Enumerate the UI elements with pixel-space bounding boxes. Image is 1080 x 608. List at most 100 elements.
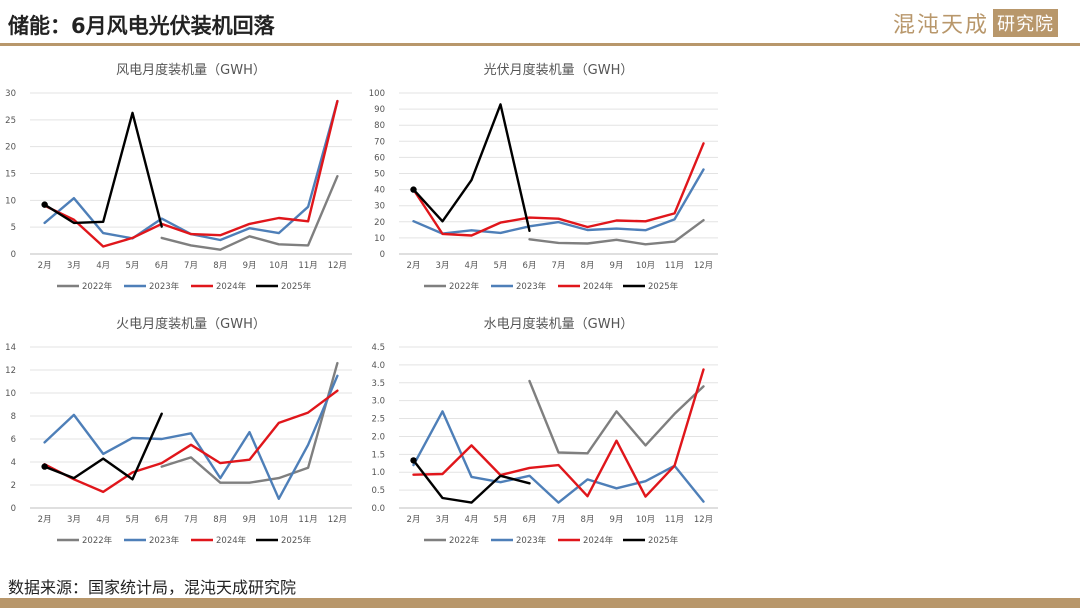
x-tick-label: 8月 xyxy=(213,261,227,271)
chart-0: 风电月度装机量（GWH） 0 5 10 15 20 25 30 2月 3月 4月 5月 6月 7月 8月 9月… xyxy=(5,62,352,292)
series-line-2022年 xyxy=(160,174,339,251)
series-line-2025年 xyxy=(43,412,163,481)
y-tick-label: 1.5 xyxy=(371,450,385,460)
y-tick-label: 15 xyxy=(5,170,16,180)
header-divider xyxy=(0,43,1080,46)
x-tick-label: 6月 xyxy=(155,261,169,271)
legend-label: 2023年 xyxy=(516,281,547,292)
x-tick-label: 3月 xyxy=(67,261,81,271)
y-tick-label: 0.5 xyxy=(371,486,385,496)
y-tick-label: 12 xyxy=(5,366,16,376)
y-tick-label: 0 xyxy=(380,250,385,260)
brand-box: 研究院 xyxy=(993,9,1058,37)
y-tick-label: 4.0 xyxy=(371,361,385,371)
legend-label: 2022年 xyxy=(449,281,480,292)
legend-label: 2025年 xyxy=(281,281,312,292)
legend-item: 2024年 xyxy=(191,535,247,546)
series-line-2024年 xyxy=(412,142,705,237)
x-tick-label: 2月 xyxy=(407,515,421,525)
legend-item: 2022年 xyxy=(57,281,113,292)
y-tick-label: 20 xyxy=(5,143,16,153)
y-tick-label: 10 xyxy=(5,196,16,206)
x-tick-label: 9月 xyxy=(243,515,257,525)
x-tick-label: 7月 xyxy=(184,515,198,525)
x-tick-label: 10月 xyxy=(636,261,655,271)
series-start-marker xyxy=(410,457,417,464)
x-tick-label: 11月 xyxy=(298,515,317,525)
chart-2: 火电月度装机量（GWH） 0 2 4 6 8 10 12 14 2月 3月 4月 5月 6月 7月 8月 9月 1… xyxy=(5,316,352,546)
header: 储能：6月风电光伏装机回落 混沌天成 研究院 xyxy=(0,0,1080,46)
legend-item: 2025年 xyxy=(623,281,679,292)
series-line-2023年 xyxy=(43,374,339,500)
y-tick-label: 10 xyxy=(5,389,16,399)
chart-1: 光伏月度装机量（GWH） 0 10 20 30 40 50 60 70 80 90 100 2月 3月 4月… xyxy=(369,62,718,292)
series-line-2024年 xyxy=(43,99,339,248)
x-tick-label: 4月 xyxy=(465,515,479,525)
x-tick-label: 11月 xyxy=(665,261,684,271)
x-tick-label: 11月 xyxy=(298,261,317,271)
legend-label: 2022年 xyxy=(82,535,113,546)
x-tick-label: 9月 xyxy=(610,261,624,271)
x-tick-label: 4月 xyxy=(96,261,110,271)
x-tick-label: 10月 xyxy=(269,261,288,271)
legend-item: 2023年 xyxy=(491,281,547,292)
x-tick-label: 5月 xyxy=(494,515,508,525)
series-line-2022年 xyxy=(160,361,339,484)
page-title: 储能：6月风电光伏装机回落 xyxy=(8,14,275,38)
legend-item: 2023年 xyxy=(491,535,547,546)
series-line-2025年 xyxy=(412,103,531,233)
x-tick-label: 8月 xyxy=(213,515,227,525)
legend-label: 2022年 xyxy=(82,281,113,292)
series-start-marker xyxy=(41,463,48,470)
legend-label: 2025年 xyxy=(648,535,679,546)
legend-item: 2022年 xyxy=(424,281,480,292)
x-tick-label: 3月 xyxy=(67,515,81,525)
x-tick-label: 3月 xyxy=(436,261,450,271)
x-tick-label: 10月 xyxy=(269,515,288,525)
series-line-2025年 xyxy=(43,111,163,228)
y-tick-label: 0 xyxy=(11,504,16,514)
x-tick-label: 7月 xyxy=(552,515,566,525)
legend-label: 2023年 xyxy=(149,281,180,292)
legend-label: 2024年 xyxy=(216,535,247,546)
series-start-marker xyxy=(410,186,417,193)
x-tick-label: 6月 xyxy=(155,515,169,525)
y-tick-label: 8 xyxy=(11,412,16,422)
chart-title: 光伏月度装机量（GWH） xyxy=(484,62,634,78)
x-tick-label: 3月 xyxy=(436,515,450,525)
legend-item: 2025年 xyxy=(256,281,312,292)
legend-item: 2025年 xyxy=(256,535,312,546)
series-start-marker xyxy=(41,201,48,208)
legend-item: 2023年 xyxy=(124,535,180,546)
y-tick-label: 1.0 xyxy=(371,468,385,478)
series-line-2022年 xyxy=(528,379,705,455)
series-line-2025年 xyxy=(412,459,531,504)
x-tick-label: 5月 xyxy=(494,261,508,271)
legend-item: 2025年 xyxy=(623,535,679,546)
x-tick-label: 2月 xyxy=(407,261,421,271)
x-tick-label: 12月 xyxy=(328,261,347,271)
x-tick-label: 4月 xyxy=(96,515,110,525)
y-tick-label: 2.5 xyxy=(371,415,385,425)
legend-label: 2023年 xyxy=(516,535,547,546)
y-tick-label: 5 xyxy=(11,223,16,233)
y-tick-label: 100 xyxy=(369,89,385,99)
y-tick-label: 4.5 xyxy=(371,343,385,353)
x-tick-label: 12月 xyxy=(328,515,347,525)
legend-item: 2024年 xyxy=(558,535,614,546)
legend-item: 2024年 xyxy=(191,281,247,292)
legend-label: 2025年 xyxy=(281,535,312,546)
y-tick-label: 25 xyxy=(5,116,16,126)
legend-label: 2025年 xyxy=(648,281,679,292)
brand-name: 混沌天成 xyxy=(892,13,989,38)
source-note: 数据来源：国家统计局，混沌天成研究院 xyxy=(8,578,297,597)
y-tick-label: 80 xyxy=(374,121,385,131)
x-tick-label: 9月 xyxy=(243,261,257,271)
x-tick-label: 8月 xyxy=(581,515,595,525)
series-line-2023年 xyxy=(412,410,705,504)
y-tick-label: 60 xyxy=(374,153,385,163)
x-tick-label: 9月 xyxy=(610,515,624,525)
y-tick-label: 10 xyxy=(374,234,385,244)
x-tick-label: 10月 xyxy=(636,515,655,525)
legend-label: 2022年 xyxy=(449,535,480,546)
